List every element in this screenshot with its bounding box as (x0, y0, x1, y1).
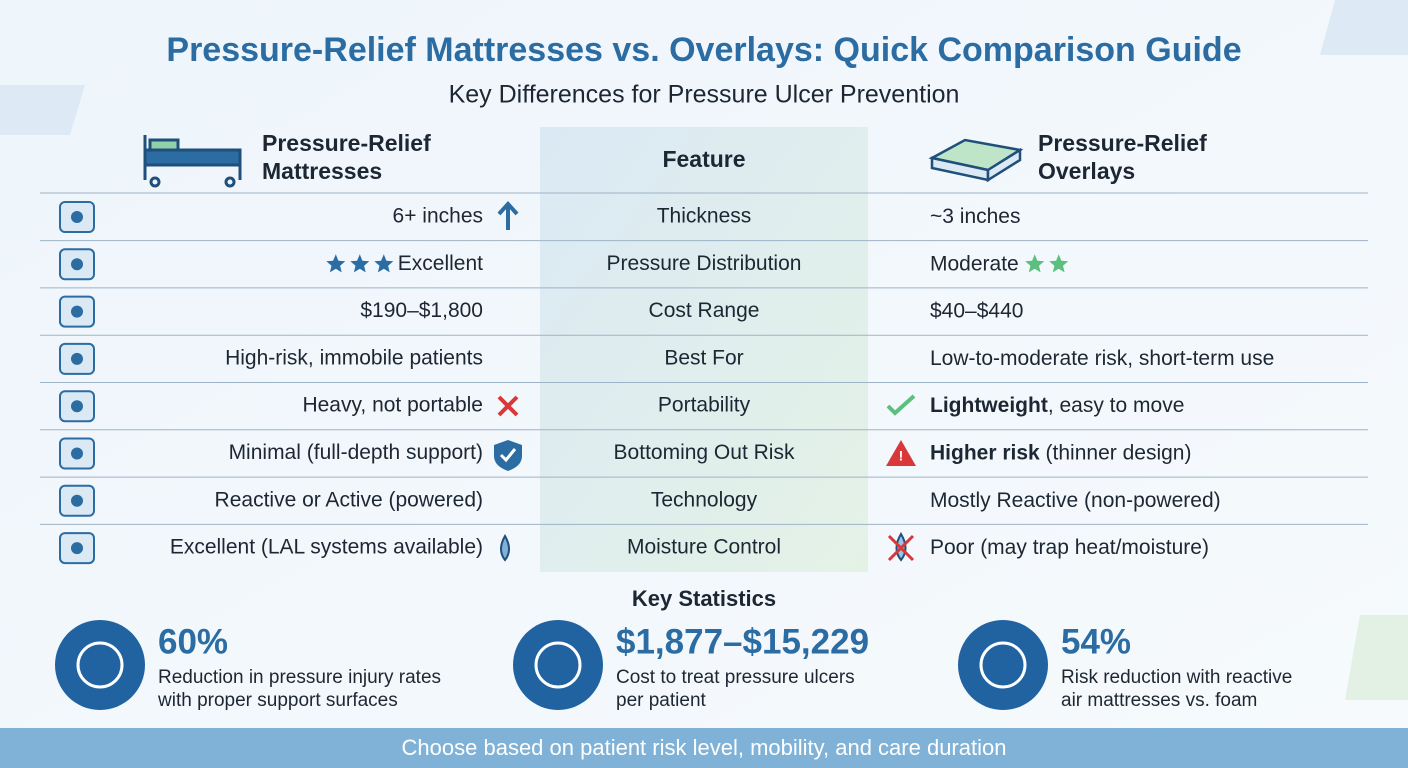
overlay-value-part: Lightweight (930, 394, 1048, 417)
overlay-value: Moderate (930, 252, 1019, 275)
feature-name: Cost Range (649, 299, 760, 322)
subtitle: Key Differences for Pressure Ulcer Preve… (449, 81, 960, 109)
decor (1320, 0, 1408, 55)
stat-icon-inner (76, 641, 124, 689)
overlay-value: Mostly Reactive (non-powered) (930, 488, 1221, 511)
decor (1345, 615, 1408, 700)
overlay-value: Lightweight, easy to move (930, 394, 1184, 417)
overlay-value-part: Mostly Reactive (non-powered) (930, 488, 1221, 511)
mattress-value: Excellent (398, 252, 483, 275)
stat-description: air mattresses vs. foam (1061, 690, 1257, 711)
overlay-value: Poor (may trap heat/moisture) (930, 536, 1209, 559)
overlay-value-part: (thinner design) (1040, 441, 1192, 464)
star (374, 254, 394, 273)
column-header-text: Pressure-Relief (262, 130, 431, 156)
star (1025, 254, 1045, 273)
feature-name: Thickness (657, 205, 752, 228)
row-icon-dot (71, 494, 83, 507)
column-header-text: Pressure-Relief (1038, 130, 1207, 156)
feature-name: Best For (664, 346, 743, 369)
star (1049, 254, 1069, 273)
star (350, 254, 370, 273)
feature-name: Moisture Control (627, 536, 781, 559)
overlay-value: Higher risk (thinner design) (930, 441, 1191, 464)
footer-text: Choose based on patient risk level, mobi… (402, 735, 1007, 760)
bed-icon (143, 135, 242, 188)
stat-value: 60% (158, 622, 228, 661)
stat-icon-inner (534, 641, 582, 689)
feature-name: Pressure Distribution (607, 252, 802, 275)
row-icon-dot (71, 305, 83, 318)
row-icon-dot (71, 352, 83, 365)
row-icon-dot (71, 542, 83, 555)
stat-value: $1,877–$15,229 (616, 622, 869, 661)
stat-description: Risk reduction with reactive (1061, 667, 1292, 688)
feature-name: Portability (658, 394, 751, 417)
footer-band (0, 728, 1408, 768)
stat-description: per patient (616, 690, 707, 711)
row-symbols: ! (494, 201, 916, 562)
stat-icon (958, 620, 1048, 710)
svg-text:!: ! (899, 448, 904, 464)
mattress-value: Minimal (full-depth support) (229, 441, 483, 464)
mattress-value: $190–$1,800 (360, 299, 483, 322)
overlay-value: $40–$440 (930, 299, 1023, 322)
stat-icon (55, 620, 145, 710)
overlay-value-part: Poor (may trap heat/moisture) (930, 536, 1209, 559)
overlay-value-part: Higher risk (930, 441, 1040, 464)
row-icon-dot (71, 447, 83, 460)
stat-value: 54% (1061, 622, 1131, 661)
stat-icon-inner (979, 641, 1027, 689)
column-header: Pressure-Relief Overlays (1038, 130, 1207, 184)
column-header-text: Mattresses (262, 158, 382, 184)
decor (0, 85, 85, 135)
overlay-value-part: Moderate (930, 252, 1019, 275)
column-header: Feature (662, 146, 745, 172)
stat-description: Cost to treat pressure ulcers (616, 667, 855, 688)
row-icon-dot (71, 211, 83, 223)
overlay-value-part: , easy to move (1048, 394, 1185, 417)
feature-column (540, 127, 868, 572)
mattress-value: High-risk, immobile patients (225, 346, 483, 369)
title: Pressure-Relief Mattresses vs. Overlays:… (166, 31, 1241, 69)
row-icon-dot (71, 258, 83, 271)
mattress-value: Excellent (LAL systems available) (170, 536, 483, 559)
stats-title: Key Statistics (632, 586, 776, 611)
feature-name: Technology (651, 488, 758, 511)
stat-icon (513, 620, 603, 710)
overlay-value-part: Low-to-moderate risk, short-term use (930, 346, 1274, 369)
overlay-icon (928, 138, 1024, 183)
overlay-value: Low-to-moderate risk, short-term use (930, 346, 1274, 369)
star (326, 254, 346, 273)
overlay-value: ~3 inches (930, 205, 1020, 228)
overlay-value-part: $40–$440 (930, 299, 1023, 322)
stat-description: with proper support surfaces (157, 690, 398, 711)
mattress-value: Heavy, not portable (302, 394, 483, 417)
overlay-value-part: ~3 inches (930, 205, 1020, 228)
mattress-value: Reactive or Active (powered) (215, 488, 483, 511)
row-icon-dot (71, 400, 83, 413)
column-header-text: Overlays (1038, 158, 1135, 184)
column-header: Pressure-Relief Mattresses (262, 130, 431, 184)
mattress-value: 6+ inches (393, 205, 483, 228)
stat-description: Reduction in pressure injury rates (158, 667, 441, 688)
feature-name: Bottoming Out Risk (614, 441, 795, 464)
